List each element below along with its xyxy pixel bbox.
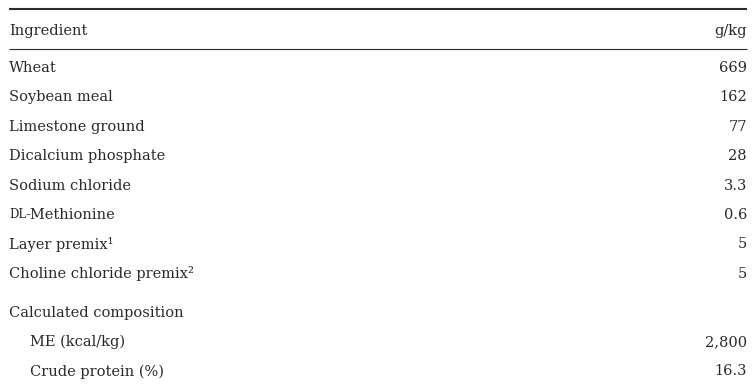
Text: Soybean meal: Soybean meal: [9, 91, 113, 104]
Text: Sodium chloride: Sodium chloride: [9, 179, 131, 193]
Text: Crude protein (%): Crude protein (%): [30, 364, 164, 378]
Text: Wheat: Wheat: [9, 61, 57, 75]
Text: 77: 77: [729, 120, 747, 134]
Text: Layer premix¹: Layer premix¹: [9, 237, 113, 252]
Text: Choline chloride premix²: Choline chloride premix²: [9, 266, 194, 281]
Text: 162: 162: [719, 91, 747, 104]
Text: Calculated composition: Calculated composition: [9, 306, 184, 320]
Text: Ingredient: Ingredient: [9, 24, 88, 38]
Text: g/kg: g/kg: [714, 24, 747, 38]
Text: 669: 669: [719, 61, 747, 75]
Text: 16.3: 16.3: [714, 364, 747, 378]
Text: 28: 28: [728, 149, 747, 163]
Text: DL: DL: [9, 209, 26, 221]
Text: Dicalcium phosphate: Dicalcium phosphate: [9, 149, 166, 163]
Text: 5: 5: [738, 267, 747, 280]
Text: -Methionine: -Methionine: [26, 208, 116, 222]
Text: 2,800: 2,800: [705, 335, 747, 349]
Text: 3.3: 3.3: [723, 179, 747, 193]
Text: ME (kcal/kg): ME (kcal/kg): [30, 335, 125, 349]
Text: 5: 5: [738, 237, 747, 251]
Text: 0.6: 0.6: [723, 208, 747, 222]
Text: Limestone ground: Limestone ground: [9, 120, 144, 134]
